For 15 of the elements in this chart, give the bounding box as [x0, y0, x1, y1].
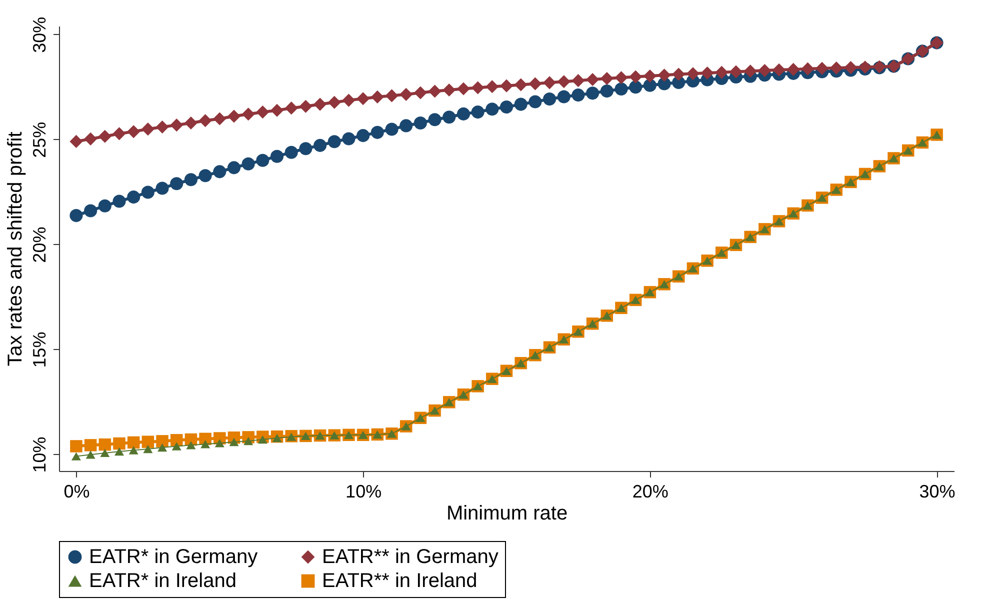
x-tick-label: 20%: [632, 482, 668, 502]
legend-label: EATR* in Germany: [89, 546, 258, 568]
x-tick-label: 30%: [919, 482, 956, 502]
y-tick-label: 20%: [30, 226, 50, 263]
y-axis-title: Tax rates and shifted profit: [4, 131, 26, 366]
x-tick-label: 0%: [64, 482, 90, 502]
legend-label: EATR* in Ireland: [89, 570, 236, 592]
y-tick-label: 30%: [30, 16, 50, 53]
y-tick-label: 15%: [30, 332, 50, 368]
legend-label: EATR** in Ireland: [322, 570, 478, 592]
y-tick-label: 10%: [30, 436, 50, 473]
legend-label: EATR** in Germany: [322, 546, 498, 568]
y-tick-label: 25%: [30, 122, 50, 158]
x-axis-title: Minimum rate: [446, 502, 568, 524]
x-tick-label: 10%: [346, 482, 382, 502]
